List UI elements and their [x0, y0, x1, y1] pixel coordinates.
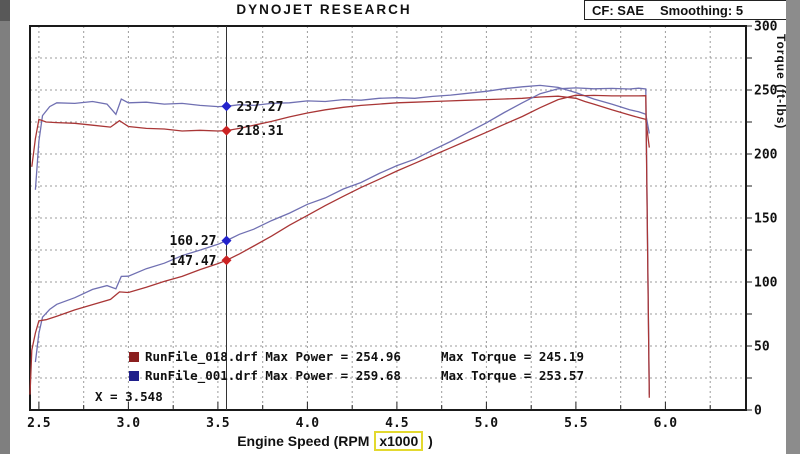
svg-text:4.5: 4.5	[385, 416, 408, 431]
legend-row-run018: RunFile_018.drf Max Power = 254.96 Max T…	[129, 347, 584, 366]
svg-text:300: 300	[754, 20, 778, 35]
cf-label: CF: SAE	[592, 2, 644, 18]
curve-run018_torque	[31, 95, 650, 167]
svg-text:150: 150	[754, 212, 778, 227]
x-axis-title-suffix: )	[428, 433, 433, 449]
x1000-highlight-box: x1000	[374, 431, 424, 451]
curve-run001_torque	[34, 84, 650, 190]
correction-factor-box: CF: SAE Smoothing: 5	[584, 0, 799, 20]
marker-power-run001	[221, 235, 232, 246]
left-edge-strip	[0, 0, 10, 454]
legend-row-run001: RunFile_001.drf Max Power = 259.68 Max T…	[129, 366, 584, 385]
readout-torque-run001: 237.27	[237, 100, 284, 115]
svg-text:6.0: 6.0	[654, 416, 678, 431]
grid-lines	[30, 26, 746, 410]
readout-power-run001: 160.27	[170, 234, 217, 249]
chart-legend: RunFile_018.drf Max Power = 254.96 Max T…	[129, 347, 584, 385]
left-edge-strip-top	[0, 0, 10, 21]
svg-text:5.5: 5.5	[564, 416, 587, 431]
run018-max-power-label: RunFile_018.drf Max Power = 254.96	[145, 349, 401, 364]
smoothing-label: Smoothing: 5	[660, 2, 744, 18]
run018-max-torque-label: Max Torque = 245.19	[441, 349, 584, 364]
svg-text:5.0: 5.0	[475, 416, 499, 431]
svg-text:0: 0	[754, 404, 762, 419]
run018-color-swatch	[129, 351, 139, 362]
page-title: DYNOJET RESEARCH	[236, 2, 412, 17]
curve-run018_power	[29, 94, 650, 398]
svg-text:200: 200	[754, 148, 778, 163]
right-edge-strip	[786, 0, 800, 454]
svg-text:3.0: 3.0	[117, 416, 141, 431]
svg-text:250: 250	[754, 84, 778, 99]
plot-border	[29, 25, 747, 411]
svg-text:4.0: 4.0	[296, 416, 320, 431]
svg-text:100: 100	[754, 276, 778, 291]
cursor-x-readout: X = 3.548	[95, 389, 163, 404]
run001-max-torque-label: Max Torque = 253.57	[441, 368, 584, 383]
run001-max-power-label: RunFile_001.drf Max Power = 259.68	[145, 368, 401, 383]
x-tick-labels: 2.5 3.0 3.5 4.0 4.5 5.0 5.5 6.0	[27, 416, 677, 431]
curve-run001_power	[34, 87, 650, 395]
readout-power-run018: 147.47	[170, 254, 217, 269]
marker-torque-run001	[221, 101, 232, 112]
torque-axis-title: Torque (ft-lbs)	[774, 34, 788, 130]
run001-color-swatch	[129, 370, 139, 381]
readout-torque-run018: 218.31	[237, 124, 284, 139]
svg-text:3.5: 3.5	[206, 416, 229, 431]
x-axis-title-prefix: Engine Speed (RPM	[237, 433, 370, 449]
svg-text:50: 50	[754, 340, 770, 355]
x-axis-title: Engine Speed (RPM x1000 )	[85, 431, 585, 451]
torque-tick-labels: 0 50 100 150 200 250 300	[754, 20, 778, 419]
svg-text:2.5: 2.5	[27, 416, 50, 431]
marker-torque-run018	[221, 125, 232, 136]
marker-power-run018	[221, 255, 232, 266]
